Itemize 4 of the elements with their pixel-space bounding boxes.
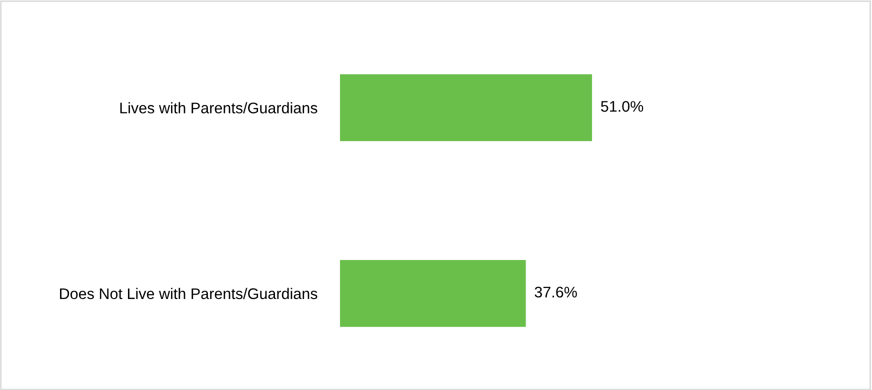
- y-tick-label: Does Not Live with Parents/Guardians: [60, 288, 318, 300]
- data-label: 37.6%: [534, 286, 577, 298]
- y-tick-label: Lives with Parents/Guardians: [120, 102, 318, 114]
- data-label: 51.0%: [600, 100, 644, 112]
